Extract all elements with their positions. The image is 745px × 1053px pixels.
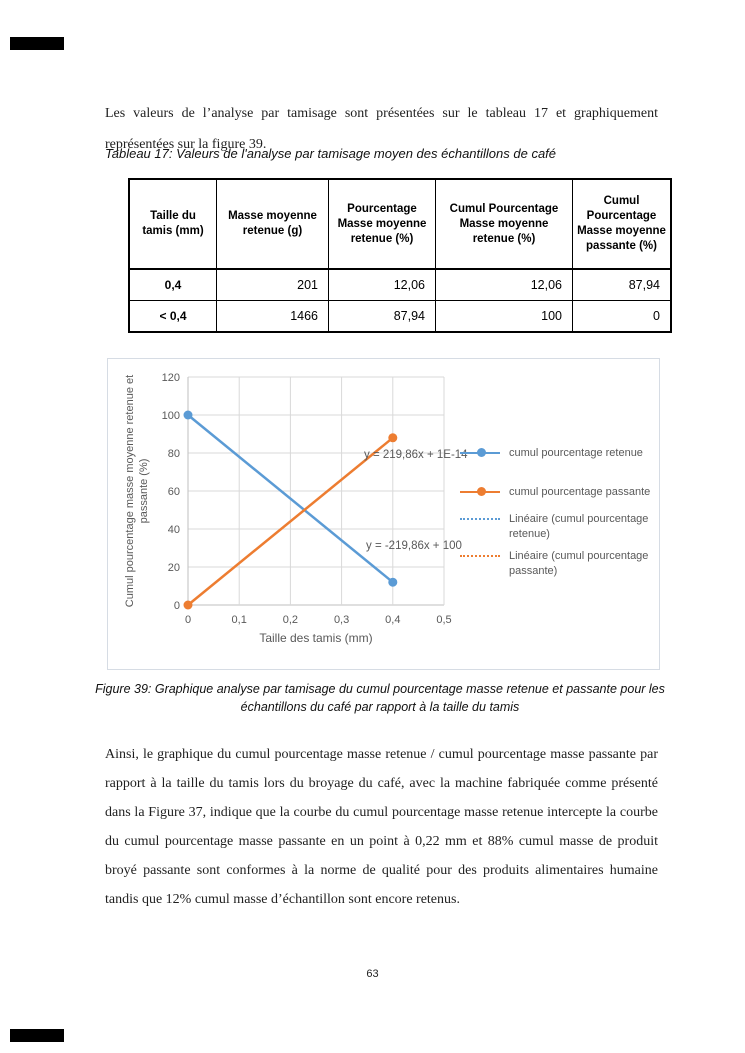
redaction-bar-top — [10, 37, 64, 50]
table-row: < 0,4 1466 87,94 100 0 — [128, 300, 672, 333]
trendline-equation-retenue: y = -219,86x + 100 — [366, 540, 462, 552]
legend-line-marker-orange-icon — [460, 485, 504, 499]
intro-paragraph: Les valeurs de l’analyse par tamisage so… — [105, 106, 658, 152]
legend-label: Linéaire (cumul pourcentage retenue) — [509, 513, 649, 540]
legend-entry-lineaire-passante: Linéaire (cumul pourcentage passante) — [460, 549, 656, 579]
data-point-marker — [388, 577, 398, 587]
x-axis-tick-label: 0 — [185, 614, 191, 626]
legend-label: Linéaire (cumul pourcentage passante) — [509, 550, 649, 577]
chart-plot-svg: 0 20 40 60 80 100 120 0 0,1 0,2 0,3 0,4 0,5 — [162, 372, 452, 626]
table-row: 0,4 201 12,06 12,06 87,94 — [128, 268, 672, 301]
cell-cumul-passante: 0 — [572, 300, 672, 333]
legend-dotted-orange-icon — [460, 549, 504, 563]
cell-cumul-retenue: 100 — [435, 300, 573, 333]
y-axis-tick-label: 20 — [168, 562, 180, 574]
sieve-analysis-table: Taille du tamis (mm) Masse moyenne reten… — [128, 178, 672, 333]
legend-entry-retenue: cumul pourcentage retenue — [460, 446, 656, 461]
cell-cumul-passante: 87,94 — [572, 268, 672, 301]
chart-x-axis-title: Taille des tamis (mm) — [259, 631, 373, 645]
col-header-cumul-passante: Cumul Pourcentage Masse moyenne passante… — [572, 178, 672, 270]
cell-masse: 201 — [216, 268, 329, 301]
series-line — [187, 436, 394, 606]
col-header-cumul-retenue: Cumul Pourcentage Masse moyenne retenue … — [435, 178, 573, 270]
x-axis-tick-label: 0,1 — [232, 614, 247, 626]
cell-pourcentage: 87,94 — [328, 300, 436, 333]
y-axis-tick-label: 40 — [168, 524, 180, 536]
chart-y-axis-title: Cumul pourcentage masse moyenne retenue … — [124, 374, 150, 608]
x-axis-tick-label: 0,4 — [385, 614, 400, 626]
cell-taille: < 0,4 — [128, 300, 217, 333]
data-point-marker — [183, 410, 193, 420]
table-caption: Tableau 17: Valeurs de l'analyse par tam… — [105, 146, 557, 161]
x-axis-tick-label: 0,2 — [283, 614, 298, 626]
figure-39-chart: 0 20 40 60 80 100 120 0 0,1 0,2 0,3 0,4 0,5 Cumul po… — [107, 358, 660, 670]
col-header-taille: Taille du tamis (mm) — [128, 178, 217, 270]
legend-dotted-blue-icon — [460, 512, 504, 526]
col-header-masse: Masse moyenne retenue (g) — [216, 178, 329, 270]
trendline-equation-passante: y = 219,86x + 1E-14 — [364, 449, 468, 461]
cell-cumul-retenue: 12,06 — [435, 268, 573, 301]
legend-label: cumul pourcentage passante — [509, 486, 651, 498]
data-point-marker — [388, 433, 398, 443]
y-axis-tick-label: 120 — [162, 372, 180, 384]
y-axis-tick-label: 0 — [174, 600, 180, 612]
cell-masse: 1466 — [216, 300, 329, 333]
legend-entry-lineaire-retenue: Linéaire (cumul pourcentage retenue) — [460, 512, 656, 542]
legend-label: cumul pourcentage retenue — [509, 447, 643, 459]
x-axis-tick-label: 0,5 — [436, 614, 451, 626]
legend-entry-passante: cumul pourcentage passante — [460, 485, 656, 500]
cell-pourcentage: 12,06 — [328, 268, 436, 301]
redaction-bar-bottom — [10, 1029, 64, 1042]
table-header-row: Taille du tamis (mm) Masse moyenne reten… — [128, 178, 672, 270]
figure-caption: Figure 39: Graphique analyse par tamisag… — [95, 682, 665, 714]
y-axis-tick-label: 100 — [162, 410, 180, 422]
cell-taille: 0,4 — [128, 268, 217, 301]
series-line — [187, 414, 394, 584]
page-number: 63 — [366, 968, 379, 980]
data-point-marker — [183, 600, 193, 610]
chart-legend: cumul pourcentage retenue cumul pourcent… — [460, 446, 656, 579]
x-axis-tick-label: 0,3 — [334, 614, 349, 626]
y-axis-tick-label: 80 — [168, 448, 180, 460]
y-axis-tick-label: 60 — [168, 486, 180, 498]
body-paragraph: Ainsi, le graphique du cumul pourcentage… — [105, 747, 658, 907]
legend-line-marker-blue-icon — [460, 446, 504, 460]
col-header-pourcentage: Pourcentage Masse moyenne retenue (%) — [328, 178, 436, 270]
